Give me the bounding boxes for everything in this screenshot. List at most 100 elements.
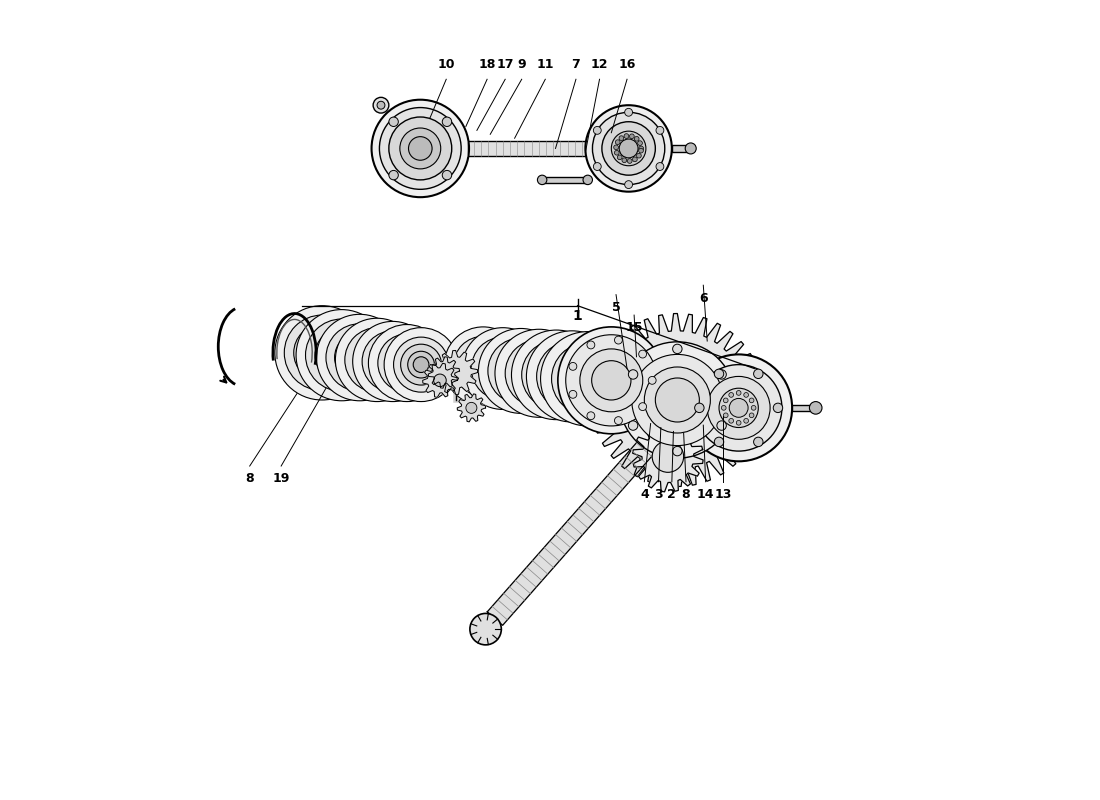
Polygon shape: [487, 431, 662, 626]
Circle shape: [744, 418, 748, 423]
Circle shape: [707, 377, 770, 439]
Circle shape: [326, 324, 394, 391]
Circle shape: [672, 344, 682, 354]
Circle shape: [558, 327, 664, 434]
Circle shape: [554, 358, 590, 394]
Circle shape: [361, 344, 393, 376]
Text: 13: 13: [714, 488, 732, 501]
Circle shape: [729, 418, 734, 423]
Circle shape: [639, 350, 647, 358]
Circle shape: [639, 146, 643, 151]
Circle shape: [624, 134, 629, 138]
Text: 8: 8: [245, 472, 254, 486]
Circle shape: [400, 128, 441, 169]
Circle shape: [331, 344, 353, 366]
Circle shape: [629, 134, 635, 138]
Circle shape: [637, 154, 641, 158]
Circle shape: [461, 344, 505, 388]
Circle shape: [529, 363, 549, 383]
Circle shape: [729, 398, 748, 418]
Text: 9: 9: [517, 58, 526, 71]
Circle shape: [494, 359, 513, 378]
Polygon shape: [632, 422, 703, 492]
Circle shape: [619, 136, 624, 141]
Circle shape: [538, 175, 547, 185]
Circle shape: [639, 148, 643, 153]
Text: 19: 19: [273, 472, 289, 486]
Circle shape: [736, 390, 741, 395]
Circle shape: [638, 141, 642, 146]
Circle shape: [275, 306, 370, 400]
Circle shape: [576, 368, 598, 390]
Circle shape: [625, 181, 632, 189]
Circle shape: [538, 357, 574, 393]
Circle shape: [370, 338, 416, 384]
Circle shape: [377, 102, 385, 109]
Circle shape: [389, 170, 398, 180]
Circle shape: [615, 140, 620, 145]
Bar: [452, 141, 597, 156]
Circle shape: [480, 345, 527, 392]
Circle shape: [546, 350, 598, 403]
Text: 12: 12: [591, 58, 608, 71]
Circle shape: [384, 353, 402, 370]
Circle shape: [612, 131, 646, 166]
Circle shape: [521, 356, 557, 390]
Circle shape: [648, 377, 656, 384]
Circle shape: [527, 331, 617, 422]
Circle shape: [389, 117, 398, 126]
Circle shape: [656, 378, 700, 422]
Text: 6: 6: [698, 291, 707, 305]
Circle shape: [569, 362, 576, 370]
Circle shape: [475, 358, 491, 374]
Circle shape: [652, 441, 683, 472]
Circle shape: [334, 332, 385, 382]
Circle shape: [587, 412, 595, 420]
Circle shape: [695, 365, 782, 451]
Circle shape: [530, 349, 582, 401]
Circle shape: [453, 336, 513, 396]
Circle shape: [635, 137, 639, 141]
Circle shape: [353, 336, 400, 383]
Circle shape: [540, 332, 635, 426]
Circle shape: [394, 337, 449, 392]
Circle shape: [379, 107, 461, 190]
Circle shape: [353, 322, 433, 402]
Circle shape: [546, 365, 566, 385]
Text: 11: 11: [537, 58, 554, 71]
Circle shape: [810, 402, 822, 414]
Circle shape: [744, 393, 748, 398]
Circle shape: [377, 334, 436, 392]
Circle shape: [685, 354, 792, 462]
Circle shape: [685, 143, 696, 154]
Circle shape: [562, 366, 582, 386]
Circle shape: [587, 341, 595, 349]
Text: 8: 8: [682, 488, 691, 501]
Circle shape: [615, 417, 623, 425]
Circle shape: [362, 331, 424, 392]
Circle shape: [444, 327, 522, 406]
Circle shape: [367, 350, 386, 370]
Circle shape: [505, 339, 573, 407]
Polygon shape: [591, 314, 763, 486]
Circle shape: [414, 357, 429, 373]
Circle shape: [310, 341, 333, 365]
Circle shape: [342, 340, 377, 375]
Text: 17: 17: [496, 58, 514, 71]
Circle shape: [583, 175, 593, 185]
Circle shape: [569, 390, 576, 398]
Circle shape: [560, 351, 615, 406]
Circle shape: [442, 117, 452, 126]
Circle shape: [628, 421, 638, 430]
Circle shape: [656, 126, 664, 134]
Circle shape: [749, 398, 754, 402]
Circle shape: [724, 398, 728, 402]
Circle shape: [521, 340, 591, 410]
Circle shape: [717, 421, 726, 430]
Circle shape: [368, 325, 446, 402]
Text: 18: 18: [478, 58, 496, 71]
Circle shape: [400, 344, 441, 385]
Circle shape: [751, 406, 756, 410]
Circle shape: [393, 349, 421, 378]
Circle shape: [580, 349, 642, 412]
